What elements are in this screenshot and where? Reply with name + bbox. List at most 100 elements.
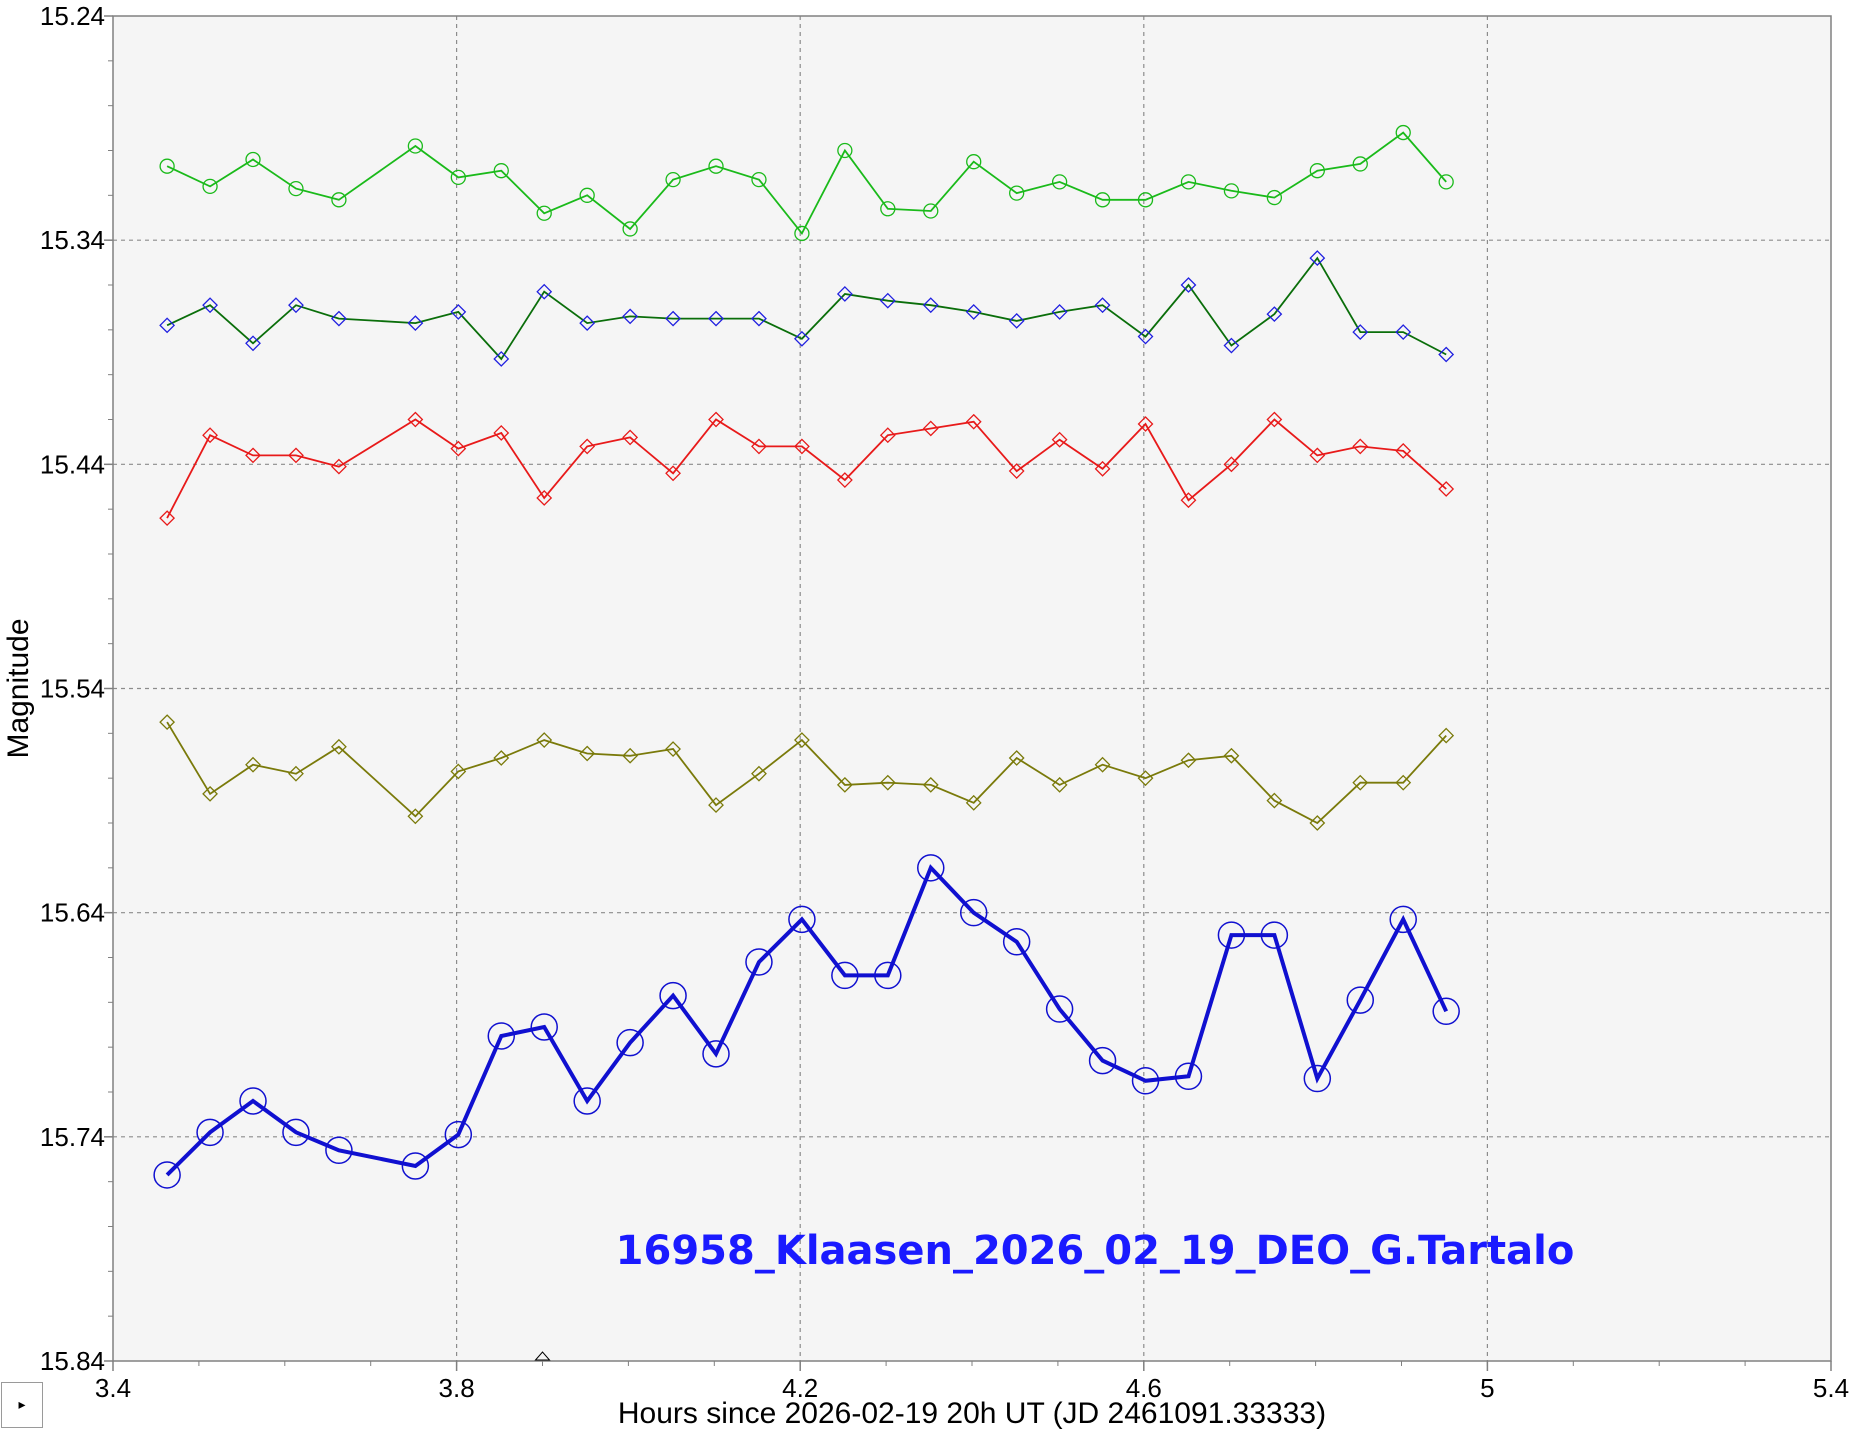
- data-point: [1395, 442, 1412, 459]
- data-point: [245, 447, 261, 464]
- data-point: [245, 335, 261, 352]
- x-tick-label: 4.6: [1126, 1373, 1162, 1403]
- data-point: [665, 465, 681, 482]
- data-point: [837, 142, 853, 159]
- data-point: [493, 425, 510, 441]
- y-axis-title: Magnitude: [2, 618, 35, 758]
- data-point: [1094, 192, 1111, 208]
- data-point: [793, 438, 810, 455]
- x-tick-label: 5.4: [1813, 1373, 1849, 1403]
- data-point: [450, 303, 467, 320]
- data-point: [751, 765, 767, 782]
- data-point: [202, 427, 218, 444]
- data-point: [1094, 297, 1111, 314]
- data-point: [1051, 174, 1068, 190]
- y-tick-label: 15.54: [40, 674, 105, 704]
- series-3-line: [166, 418, 1447, 519]
- data-point: [708, 411, 724, 428]
- data-point: [1223, 337, 1240, 354]
- data-point: [665, 310, 681, 327]
- data-point: [1223, 456, 1240, 473]
- data-point: [1395, 774, 1412, 791]
- data-point: [1223, 183, 1240, 199]
- data-point: [836, 286, 853, 302]
- data-point: [330, 458, 347, 475]
- data-point: [579, 187, 595, 203]
- y-tick-label: 15.84: [40, 1346, 105, 1376]
- series-1: [159, 124, 1454, 242]
- data-point: [879, 427, 896, 444]
- data-point: [407, 411, 424, 428]
- tick-labels: 3.4 3.8 4.2 4.6 5 5.4 15.24 15.34 15.44 15.54 15.6…: [40, 1, 1849, 1403]
- data-point: [922, 776, 939, 793]
- data-point: [1217, 921, 1246, 949]
- data-point: [1180, 752, 1197, 769]
- data-point: [751, 438, 767, 455]
- data-point: [573, 1087, 601, 1115]
- series-5: [153, 854, 1460, 1189]
- expand-toggle-button[interactable]: ▸: [1, 1382, 43, 1428]
- data-point: [330, 310, 347, 327]
- data-point: [493, 163, 509, 179]
- data-point: [282, 1118, 310, 1147]
- data-point: [751, 310, 767, 327]
- series-2: [159, 250, 1455, 367]
- data-point: [1174, 1062, 1203, 1091]
- series-3: [159, 411, 1455, 527]
- data-point: [793, 330, 810, 347]
- data-point: [159, 317, 176, 334]
- data-point: [1346, 986, 1375, 1014]
- data-point: [836, 472, 853, 488]
- data-point: [708, 797, 724, 813]
- x-axis-cursor-marker-icon: [534, 1351, 551, 1361]
- data-point: [487, 1022, 516, 1050]
- data-point: [288, 297, 304, 314]
- data-point: [622, 308, 639, 325]
- data-point: [1438, 481, 1455, 497]
- data-point: [1438, 346, 1455, 363]
- data-point: [1438, 727, 1455, 744]
- y-tick-label: 15.74: [40, 1122, 105, 1152]
- data-point: [1051, 776, 1068, 793]
- data-point: [202, 785, 218, 802]
- data-point: [288, 765, 304, 782]
- data-point: [1352, 156, 1368, 172]
- data-point: [1309, 447, 1326, 464]
- data-point: [880, 201, 896, 217]
- data-point: [407, 138, 424, 154]
- data-point: [407, 808, 424, 825]
- data-point: [965, 303, 982, 320]
- data-point: [288, 447, 304, 464]
- data-point: [622, 429, 639, 446]
- data-point: [1002, 928, 1031, 956]
- data-point: [536, 732, 553, 748]
- data-point: [1137, 328, 1154, 345]
- data-point: [153, 1161, 181, 1189]
- data-point: [536, 283, 553, 300]
- y-tick-label: 15.64: [40, 898, 105, 928]
- y-tick-label: 15.34: [40, 225, 105, 255]
- data-point: [331, 192, 347, 208]
- x-tick-label: 4.2: [782, 1373, 818, 1403]
- data-point: [444, 1120, 473, 1149]
- x-tick-label: 3.4: [95, 1373, 131, 1403]
- data-point: [1094, 460, 1111, 477]
- data-point: [923, 203, 939, 219]
- data-point: [536, 490, 553, 506]
- data-point: [794, 225, 810, 242]
- x-axis-title: Hours since 2026-02-19 20h UT (JD 246109…: [618, 1397, 1326, 1430]
- data-point: [1137, 416, 1154, 432]
- data-point: [616, 1028, 644, 1057]
- data-point: [1389, 905, 1417, 934]
- series-4: [159, 714, 1455, 831]
- data-point: [1266, 306, 1283, 323]
- chart-title: 16958_Klaasen_2026_02_19_DEO_G.Tartalo: [616, 1228, 1575, 1274]
- data-point: [665, 741, 681, 757]
- data-point: [1045, 995, 1074, 1023]
- data-point: [1309, 250, 1326, 267]
- data-point: [751, 171, 767, 188]
- data-point: [831, 961, 859, 990]
- data-point: [579, 315, 596, 332]
- data-point: [879, 774, 896, 791]
- data-point: [407, 315, 424, 332]
